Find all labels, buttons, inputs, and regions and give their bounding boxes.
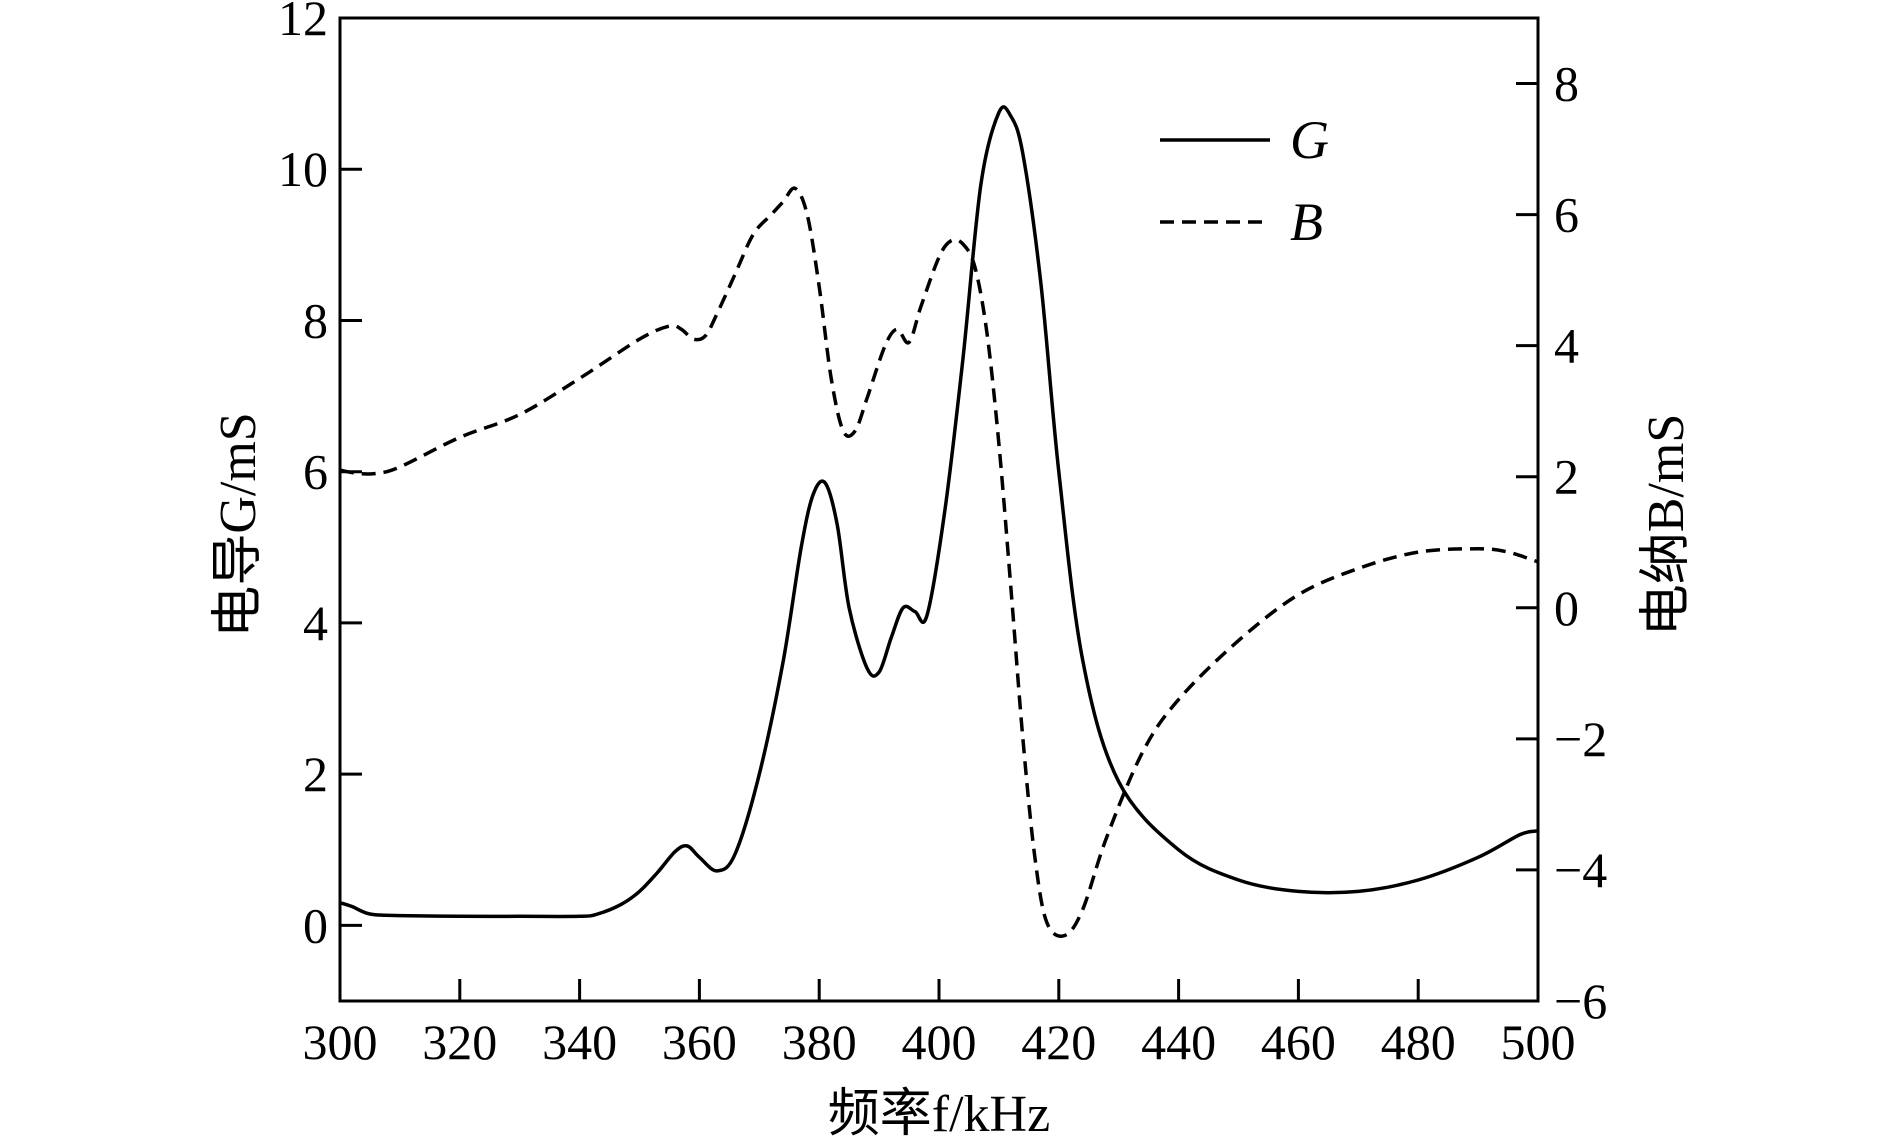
x-tick-label: 320	[422, 1014, 497, 1070]
x-tick-label: 360	[662, 1014, 737, 1070]
left-y-tick-label: 8	[303, 292, 328, 348]
x-axis-label: 频率f/kHz	[828, 1086, 1050, 1141]
left-y-tick-label: 6	[303, 444, 328, 500]
legend-label-b: B	[1290, 192, 1323, 252]
series-layer	[339, 105, 1539, 938]
left-y-tick-label: 2	[303, 746, 328, 802]
left-y-tick-label: 12	[278, 0, 328, 46]
x-tick-label: 420	[1021, 1014, 1096, 1070]
right-y-tick-label: 8	[1554, 56, 1579, 112]
right-y-tick-label: −2	[1554, 711, 1607, 767]
left-y-tick-label: 4	[303, 595, 328, 651]
series-line-b	[339, 186, 1539, 938]
right-y-axis-ticks: −6 −4 −2 0 2 4 6 8	[1516, 56, 1607, 1029]
x-tick-label: 480	[1381, 1014, 1456, 1070]
left-y-axis-ticks: 0 2 4 6 8 10 12	[278, 0, 362, 953]
x-tick-label: 380	[782, 1014, 857, 1070]
x-tick-label: 460	[1261, 1014, 1336, 1070]
x-tick-label: 300	[303, 1014, 378, 1070]
x-tick-label: 440	[1141, 1014, 1216, 1070]
right-y-tick-label: 0	[1554, 580, 1579, 636]
series-line-g	[339, 105, 1539, 919]
x-tick-label: 500	[1501, 1014, 1576, 1070]
left-y-tick-label: 0	[303, 897, 328, 953]
right-y-tick-label: 4	[1554, 318, 1579, 374]
right-y-tick-label: −6	[1554, 973, 1607, 1029]
right-y-tick-label: 6	[1554, 187, 1579, 243]
legend: G B	[1160, 110, 1329, 252]
x-tick-label: 340	[542, 1014, 617, 1070]
right-y-tick-label: 2	[1554, 449, 1579, 505]
legend-label-g: G	[1290, 110, 1329, 170]
right-y-axis-label: 电纳B/mS	[1638, 414, 1695, 637]
right-y-tick-label: −4	[1554, 842, 1607, 898]
x-axis-ticks: 300 320 340 360 380 400 420 440 460 480 500	[303, 979, 1576, 1070]
left-y-axis-label: 电导G/mS	[210, 412, 267, 637]
left-y-tick-label: 10	[278, 141, 328, 197]
plot-frame	[338, 16, 1540, 1003]
x-tick-label: 400	[902, 1014, 977, 1070]
